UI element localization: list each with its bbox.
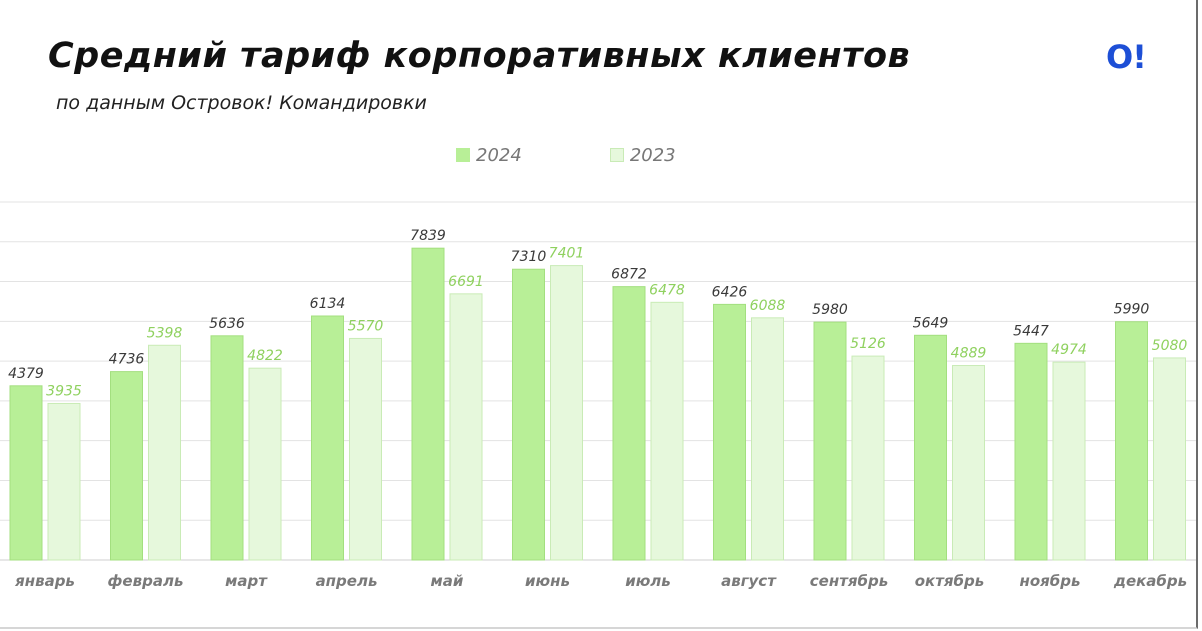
bar-2023-12 [1153, 357, 1186, 561]
data-label-2023-12: 5080 [1152, 338, 1188, 354]
chart-title: Средний тариф корпоративных клиентов [48, 36, 911, 76]
data-label-2023-5: 6691 [448, 274, 484, 290]
bar-2024-9 [813, 321, 847, 561]
data-label-2023-3: 4822 [247, 348, 283, 364]
data-label-2024-10: 5649 [913, 315, 949, 331]
bar-2024-2 [110, 371, 143, 561]
ostrovok-logo: O! [1106, 38, 1147, 76]
chart-legend: 2024 2023 [456, 142, 764, 168]
bar-2023-9 [851, 355, 885, 561]
bar-2024-5 [411, 247, 445, 561]
bar-2023-5 [449, 293, 483, 561]
data-label-2024-9: 5980 [812, 302, 848, 318]
data-label-2024-8: 6426 [712, 284, 748, 300]
bar-2023-7 [650, 301, 684, 561]
data-label-2024-2: 4736 [109, 352, 145, 368]
bar-2023-1 [47, 402, 81, 561]
data-label-2023-7: 6478 [649, 282, 685, 298]
data-label-2023-9: 5126 [850, 336, 886, 352]
bar-2023-4 [349, 337, 382, 561]
legend-label-2023: 2023 [629, 144, 676, 166]
data-label-2024-5: 7839 [410, 228, 446, 244]
legend-label-2024: 2024 [476, 144, 522, 166]
bar-2023-2 [148, 344, 181, 561]
x-tick-label-12: декабрь [1113, 572, 1187, 590]
data-label-2024-4: 6134 [310, 296, 346, 312]
bar-2024-4 [311, 315, 344, 561]
data-label-2024-3: 5636 [209, 316, 245, 332]
bar-2024-6 [512, 268, 545, 561]
x-tick-label-9: сентябрь [810, 572, 888, 590]
data-label-2024-7: 6872 [611, 267, 647, 283]
x-tick-label-5: май [431, 572, 464, 590]
legend-item-2024: 2024 [456, 145, 522, 166]
data-label-2023-6: 7401 [549, 246, 585, 262]
legend-item-2023: 2023 [609, 144, 676, 166]
legend-swatch-2023 [609, 148, 624, 162]
x-tick-label-1: январь [14, 572, 75, 590]
bar-2023-3 [248, 367, 282, 561]
data-label-2023-10: 4889 [951, 346, 987, 362]
data-label-2024-12: 5990 [1114, 302, 1150, 318]
data-label-2024-6: 7310 [511, 249, 547, 265]
bar-2023-10 [952, 365, 985, 561]
bar-2024-10 [914, 334, 947, 561]
bar-2024-1 [9, 385, 43, 561]
x-tick-label-4: апрель [316, 572, 378, 590]
chart-subtitle: по данным Островок! Командировки [56, 92, 427, 114]
bar-2024-7 [612, 286, 646, 561]
x-tick-label-11: ноябрь [1020, 572, 1081, 590]
bar-2024-8 [713, 303, 746, 561]
x-tick-label-8: август [721, 572, 777, 590]
data-label-2023-1: 3935 [46, 383, 82, 399]
data-label-2023-8: 6088 [750, 298, 786, 314]
x-tick-label-6: июнь [525, 572, 570, 590]
x-tick-label-3: март [225, 572, 268, 590]
data-label-2024-11: 5447 [1013, 323, 1049, 339]
x-tick-label-10: октябрь [915, 572, 985, 590]
bar-2023-8 [751, 317, 784, 561]
bar-2023-6 [550, 265, 583, 561]
legend-swatch-2024 [456, 148, 470, 162]
bar-2024-11 [1014, 342, 1048, 561]
data-label-2023-4: 5570 [348, 318, 384, 334]
bar-2024-3 [210, 335, 244, 561]
bar-2023-11 [1052, 361, 1086, 561]
data-label-2023-2: 5398 [147, 325, 183, 341]
bar-2024-12 [1115, 321, 1148, 561]
x-tick-label-2: февраль [108, 572, 184, 590]
data-label-2023-11: 4974 [1051, 342, 1087, 358]
x-tick-label-7: июль [625, 572, 671, 590]
data-label-2024-1: 4379 [8, 366, 44, 382]
